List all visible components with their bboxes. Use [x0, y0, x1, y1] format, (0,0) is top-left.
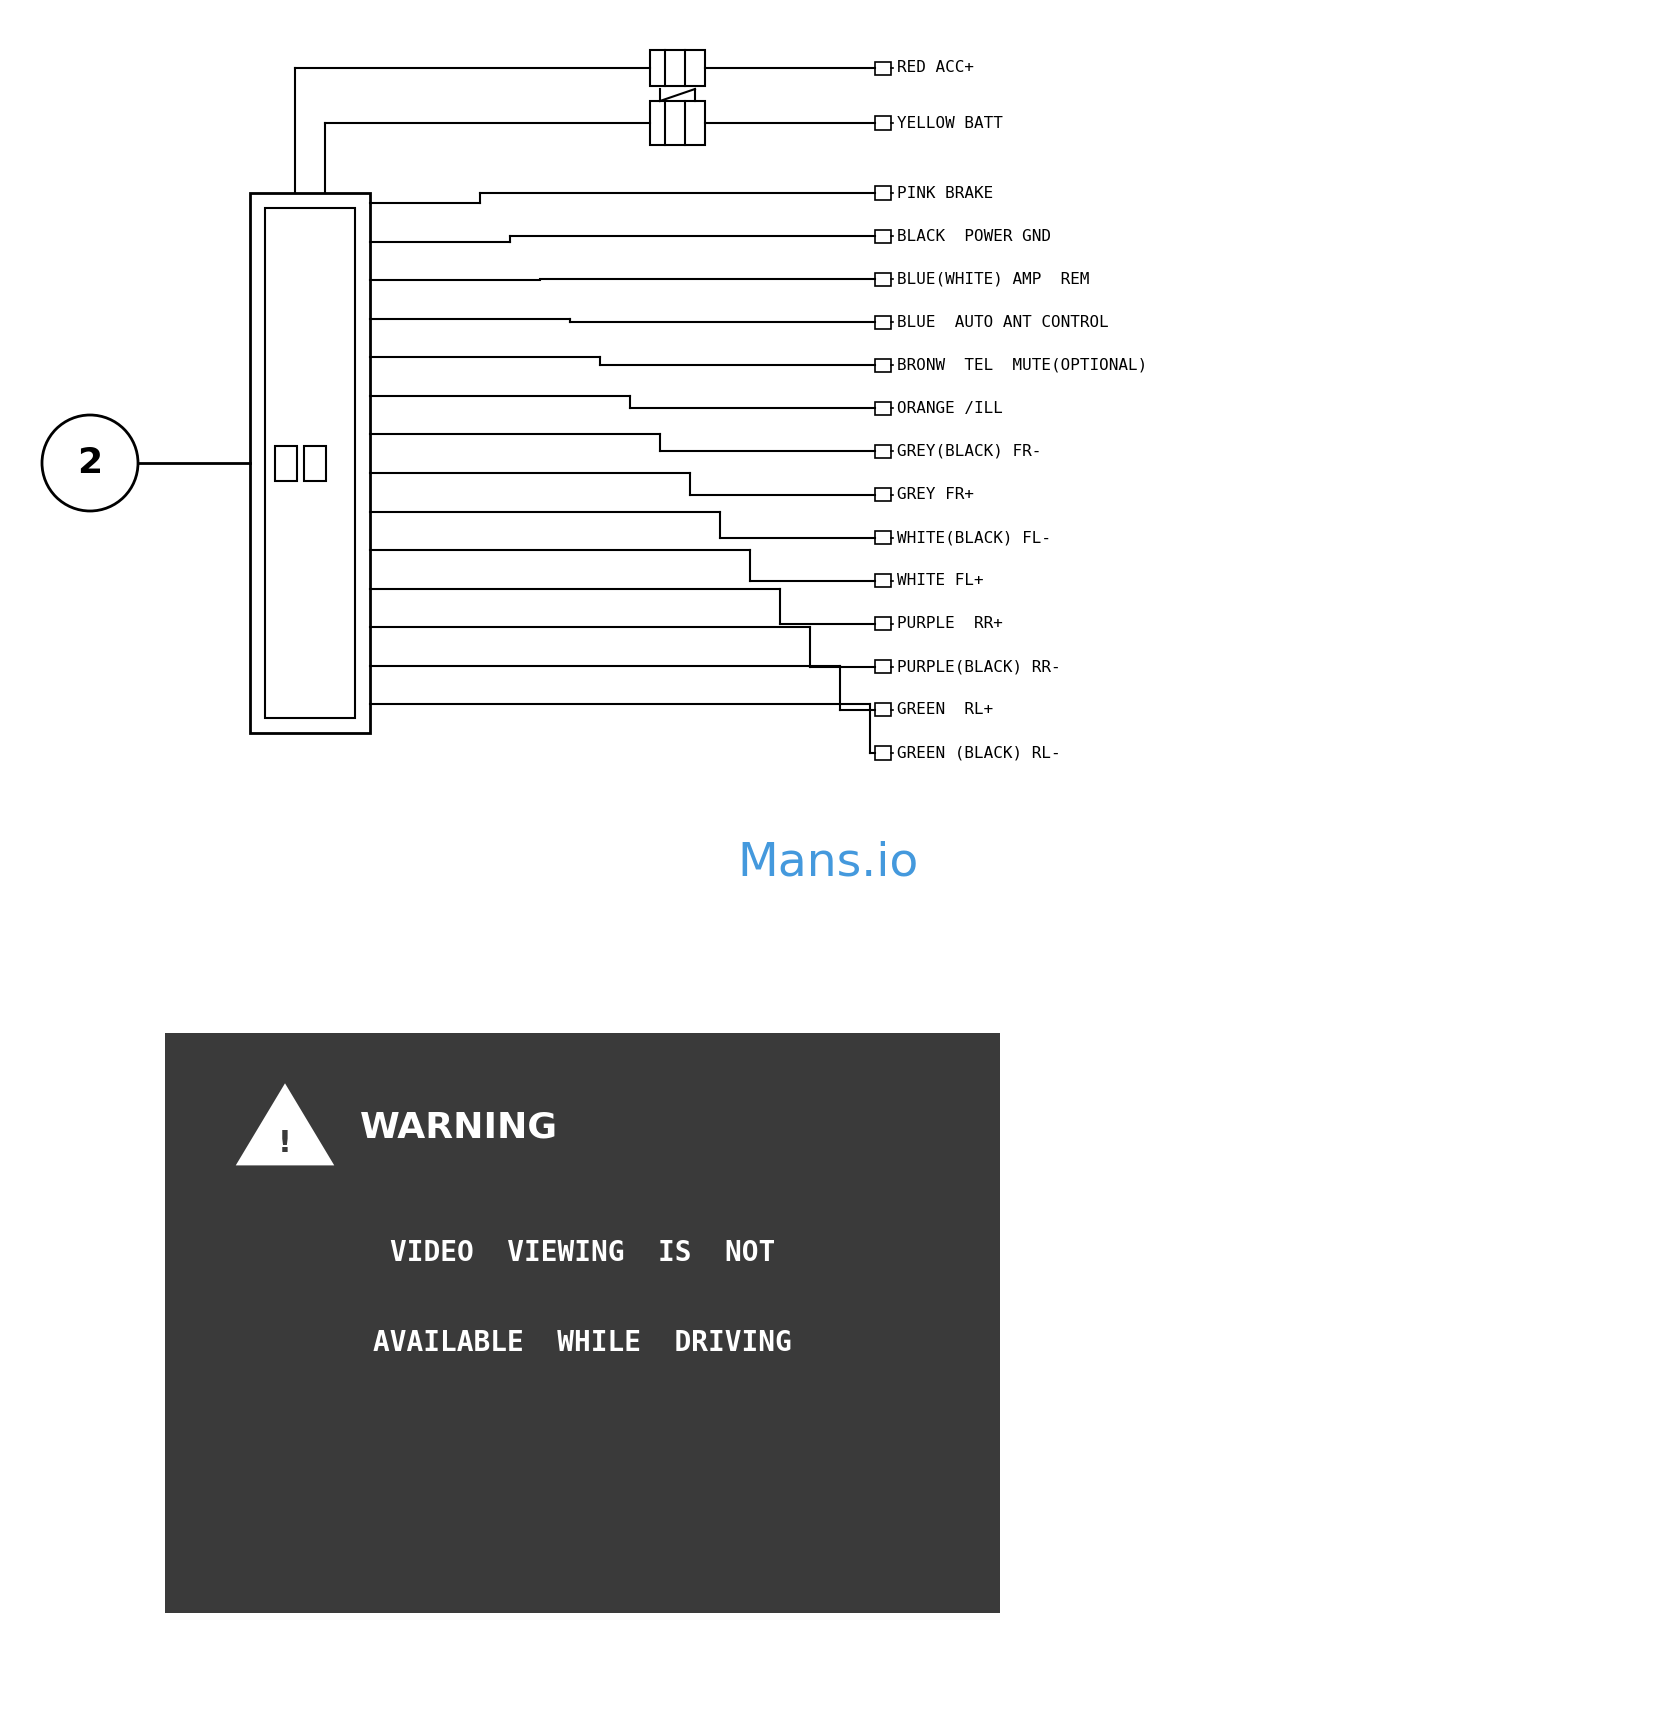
- Text: BRONW  TEL  MUTE(OPTIONAL): BRONW TEL MUTE(OPTIONAL): [896, 358, 1147, 373]
- Text: YELLOW BATT: YELLOW BATT: [896, 115, 1002, 130]
- Bar: [875, 358, 890, 372]
- Text: Mans.io: Mans.io: [737, 841, 918, 886]
- Text: !: !: [278, 1129, 292, 1158]
- Bar: [875, 230, 890, 243]
- Text: GREY FR+: GREY FR+: [896, 486, 974, 502]
- Bar: [875, 574, 890, 588]
- Bar: [875, 116, 890, 130]
- Bar: [275, 445, 297, 481]
- Text: WHITE(BLACK) FL-: WHITE(BLACK) FL-: [896, 529, 1051, 545]
- Bar: [875, 488, 890, 500]
- Bar: [166, 1033, 1001, 1614]
- Text: GREEN  RL+: GREEN RL+: [896, 702, 993, 718]
- Text: PURPLE  RR+: PURPLE RR+: [896, 617, 1002, 632]
- Bar: [875, 403, 890, 415]
- Bar: [875, 617, 890, 630]
- Bar: [875, 315, 890, 329]
- Text: GREEN (BLACK) RL-: GREEN (BLACK) RL-: [896, 745, 1060, 761]
- Text: BLUE  AUTO ANT CONTROL: BLUE AUTO ANT CONTROL: [896, 315, 1109, 329]
- Text: BLACK  POWER GND: BLACK POWER GND: [896, 228, 1051, 243]
- Bar: [875, 704, 890, 716]
- Text: ORANGE /ILL: ORANGE /ILL: [896, 401, 1002, 416]
- Bar: [875, 272, 890, 286]
- Text: PURPLE(BLACK) RR-: PURPLE(BLACK) RR-: [896, 660, 1060, 675]
- Bar: [875, 660, 890, 673]
- Text: 2: 2: [78, 445, 103, 480]
- Bar: [875, 747, 890, 759]
- Bar: [303, 445, 326, 481]
- Text: WARNING: WARNING: [360, 1112, 558, 1144]
- Bar: [265, 207, 355, 718]
- Text: PINK BRAKE: PINK BRAKE: [896, 185, 993, 200]
- Bar: [650, 50, 704, 86]
- Bar: [250, 194, 370, 733]
- Bar: [650, 101, 704, 146]
- Polygon shape: [239, 1086, 331, 1165]
- Text: BLUE(WHITE) AMP  REM: BLUE(WHITE) AMP REM: [896, 272, 1090, 286]
- Bar: [875, 531, 890, 545]
- Circle shape: [41, 415, 138, 510]
- Text: WHITE FL+: WHITE FL+: [896, 574, 984, 588]
- Text: AVAILABLE  WHILE  DRIVING: AVAILABLE WHILE DRIVING: [373, 1329, 792, 1357]
- Bar: [875, 445, 890, 457]
- Text: VIDEO  VIEWING  IS  NOT: VIDEO VIEWING IS NOT: [389, 1238, 775, 1268]
- Text: GREY(BLACK) FR-: GREY(BLACK) FR-: [896, 444, 1041, 459]
- Bar: [875, 62, 890, 74]
- Bar: [875, 187, 890, 199]
- Text: RED ACC+: RED ACC+: [896, 60, 974, 75]
